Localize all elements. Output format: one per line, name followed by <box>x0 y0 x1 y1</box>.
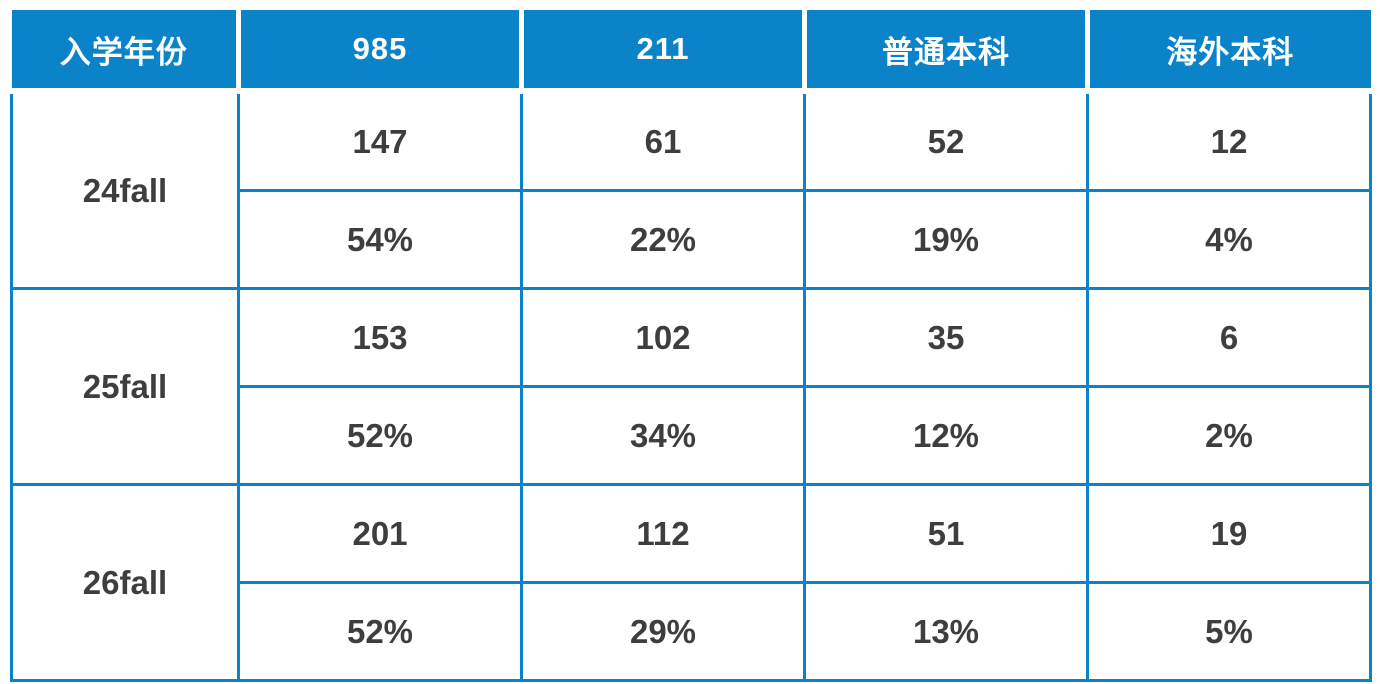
table-row-25fall-percents: 52% 34% 12% 2% <box>12 385 1372 486</box>
cell-26fall-regular-percent: 13% <box>803 581 1089 682</box>
column-header-985: 985 <box>238 10 524 94</box>
table-row-25fall-counts: 25fall 153 102 35 6 <box>10 287 1372 486</box>
cell-25fall-overseas-count: 6 <box>1086 287 1372 388</box>
cell-25fall-985-count: 153 <box>237 287 523 388</box>
admission-stats-table: 入学年份 985 211 普通本科 海外本科 24fall 147 61 52 … <box>10 10 1372 682</box>
cell-24fall-985-percent: 54% <box>237 189 523 290</box>
year-cell-24fall: 24fall <box>10 89 240 290</box>
year-cell-25fall: 25fall <box>10 287 240 486</box>
cell-25fall-211-percent: 34% <box>520 385 806 486</box>
cell-26fall-overseas-percent: 5% <box>1086 581 1372 682</box>
column-header-211: 211 <box>521 10 807 94</box>
cell-26fall-211-count: 112 <box>520 483 806 584</box>
column-header-regular-undergrad: 普通本科 <box>804 10 1090 94</box>
cell-24fall-regular-percent: 19% <box>803 189 1089 290</box>
cell-25fall-211-count: 102 <box>520 287 806 388</box>
table-body: 24fall 147 61 52 12 54% 22% 19% 4% 25fal… <box>10 89 1372 682</box>
cell-26fall-overseas-count: 19 <box>1086 483 1372 584</box>
cell-26fall-211-percent: 29% <box>520 581 806 682</box>
cell-24fall-overseas-count: 12 <box>1086 89 1372 192</box>
cell-25fall-985-percent: 52% <box>237 385 523 486</box>
cell-26fall-985-count: 201 <box>237 483 523 584</box>
header-row: 入学年份 985 211 普通本科 海外本科 <box>11 10 1371 94</box>
cell-24fall-985-count: 147 <box>237 89 523 192</box>
table-row-24fall-percents: 54% 22% 19% 4% <box>12 189 1372 290</box>
cell-24fall-211-percent: 22% <box>520 189 806 290</box>
cell-24fall-overseas-percent: 4% <box>1086 189 1372 290</box>
cell-24fall-regular-count: 52 <box>803 89 1089 192</box>
table-header: 入学年份 985 211 普通本科 海外本科 <box>11 10 1371 94</box>
cell-24fall-211-count: 61 <box>520 89 806 192</box>
table-row-24fall-counts: 24fall 147 61 52 12 <box>10 89 1372 290</box>
column-header-overseas-undergrad: 海外本科 <box>1087 10 1371 94</box>
cell-26fall-985-percent: 52% <box>237 581 523 682</box>
cell-25fall-regular-percent: 12% <box>803 385 1089 486</box>
year-cell-26fall: 26fall <box>10 483 240 682</box>
cell-26fall-regular-count: 51 <box>803 483 1089 584</box>
cell-25fall-overseas-percent: 2% <box>1086 385 1372 486</box>
cell-25fall-regular-count: 35 <box>803 287 1089 388</box>
column-header-enroll-year: 入学年份 <box>11 10 241 94</box>
table-row-26fall-counts: 26fall 201 112 51 19 <box>10 483 1372 682</box>
table-row-26fall-percents: 52% 29% 13% 5% <box>12 581 1372 682</box>
